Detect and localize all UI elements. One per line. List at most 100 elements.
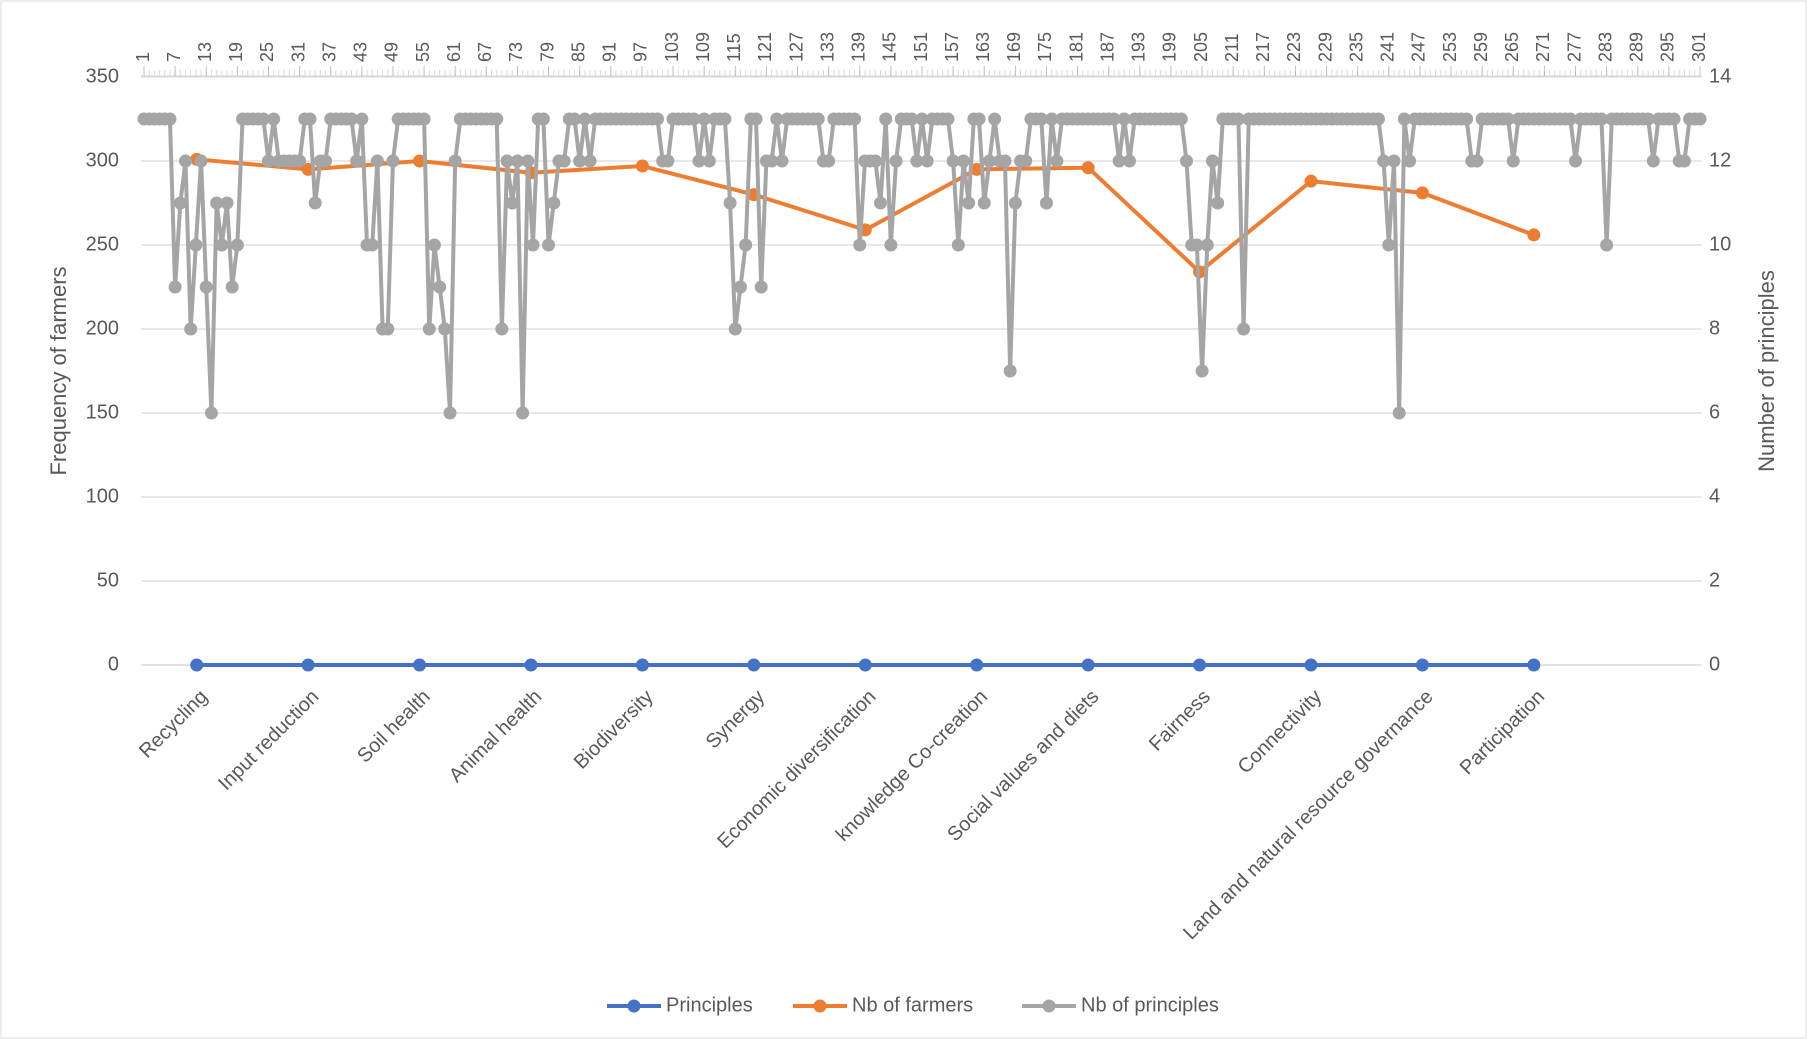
series-marker <box>190 658 204 672</box>
series-marker <box>1415 658 1429 672</box>
y-tick-label: 300 <box>86 149 119 171</box>
series-marker <box>848 112 862 126</box>
series-marker <box>510 154 524 168</box>
series-marker <box>635 159 649 173</box>
x2-tick-label: 37 <box>319 42 339 62</box>
series-marker <box>168 280 182 294</box>
series-marker <box>500 154 514 168</box>
x2-tick-label: 13 <box>195 42 215 62</box>
series-marker <box>920 154 934 168</box>
series-marker <box>868 154 882 168</box>
x2-tick-label: 61 <box>444 42 464 62</box>
y-tick-label: 150 <box>86 401 119 423</box>
series-marker <box>1211 196 1225 210</box>
series-marker <box>941 112 955 126</box>
series-marker <box>1569 154 1583 168</box>
x2-tick-label: 127 <box>786 32 806 62</box>
series-marker <box>573 154 587 168</box>
series-marker <box>1415 186 1429 200</box>
series-marker <box>1693 112 1707 126</box>
series-marker <box>1205 154 1219 168</box>
x2-tick-label: 169 <box>1004 32 1024 62</box>
series-marker <box>567 112 581 126</box>
series-marker <box>733 280 747 294</box>
series-marker <box>433 280 447 294</box>
x2-tick-label: 7 <box>164 52 184 62</box>
legend-marker <box>1042 999 1056 1013</box>
series-marker <box>998 154 1012 168</box>
y-tick-label: 350 <box>86 65 119 87</box>
series-marker <box>988 112 1002 126</box>
series-marker <box>422 322 436 336</box>
x2-tick-label: 1 <box>133 52 153 62</box>
series-marker <box>355 112 369 126</box>
x2-tick-label: 265 <box>1502 32 1522 62</box>
x2-tick-label: 223 <box>1284 32 1304 62</box>
y-tick-label: 100 <box>86 485 119 507</box>
y2-axis-title: Number of principles <box>1754 270 1779 472</box>
series-marker <box>1677 154 1691 168</box>
series-marker <box>308 196 322 210</box>
y-tick-label: 0 <box>108 653 119 675</box>
series-marker <box>350 154 364 168</box>
series-marker <box>267 112 281 126</box>
series-marker <box>811 112 825 126</box>
series-marker <box>381 322 395 336</box>
series-marker <box>438 322 452 336</box>
x2-tick-label: 133 <box>817 32 837 62</box>
x2-tick-label: 43 <box>351 42 371 62</box>
series-marker <box>516 406 530 420</box>
x2-tick-label: 181 <box>1066 32 1086 62</box>
series-marker <box>524 658 538 672</box>
series-marker <box>542 238 556 252</box>
x2-tick-label: 271 <box>1533 32 1553 62</box>
series-marker <box>505 196 519 210</box>
series-marker <box>365 238 379 252</box>
series-marker <box>583 154 597 168</box>
series-marker <box>1231 112 1245 126</box>
series-marker <box>1107 112 1121 126</box>
series-marker <box>884 238 898 252</box>
x2-tick-label: 25 <box>257 42 277 62</box>
legend-marker <box>627 999 641 1013</box>
x2-tick-label: 115 <box>724 33 744 62</box>
series-marker <box>910 154 924 168</box>
series-marker <box>225 280 239 294</box>
series-marker <box>739 238 753 252</box>
x2-tick-label: 163 <box>973 32 993 62</box>
x2-tick-label: 259 <box>1471 32 1491 62</box>
series-marker <box>962 196 976 210</box>
series-marker <box>163 112 177 126</box>
series-marker <box>490 112 504 126</box>
x2-tick-label: 283 <box>1595 32 1615 62</box>
series-marker <box>723 196 737 210</box>
series-marker <box>344 112 358 126</box>
legend-label: Nb of farmers <box>852 994 973 1016</box>
series-marker <box>194 154 208 168</box>
series-marker <box>972 112 986 126</box>
series-marker <box>526 238 540 252</box>
x2-tick-label: 301 <box>1689 32 1709 62</box>
series-marker <box>650 112 664 126</box>
y2-tick-label: 4 <box>1709 485 1720 507</box>
series-marker <box>413 658 427 672</box>
series-marker <box>557 154 571 168</box>
series-marker <box>547 196 561 210</box>
x2-tick-label: 139 <box>849 32 869 62</box>
series-marker <box>1460 112 1474 126</box>
x2-tick-label: 175 <box>1035 32 1055 62</box>
series-marker <box>822 154 836 168</box>
x2-tick-label: 217 <box>1253 32 1273 62</box>
y2-tick-label: 14 <box>1709 65 1731 87</box>
series-marker <box>702 154 716 168</box>
series-marker <box>1180 154 1194 168</box>
series-marker <box>1019 154 1033 168</box>
series-marker <box>189 238 203 252</box>
series-marker <box>1174 112 1188 126</box>
series-marker <box>775 154 789 168</box>
series-marker <box>204 406 218 420</box>
x2-tick-label: 85 <box>568 42 588 62</box>
series-marker <box>1392 406 1406 420</box>
y2-tick-label: 8 <box>1709 317 1720 339</box>
